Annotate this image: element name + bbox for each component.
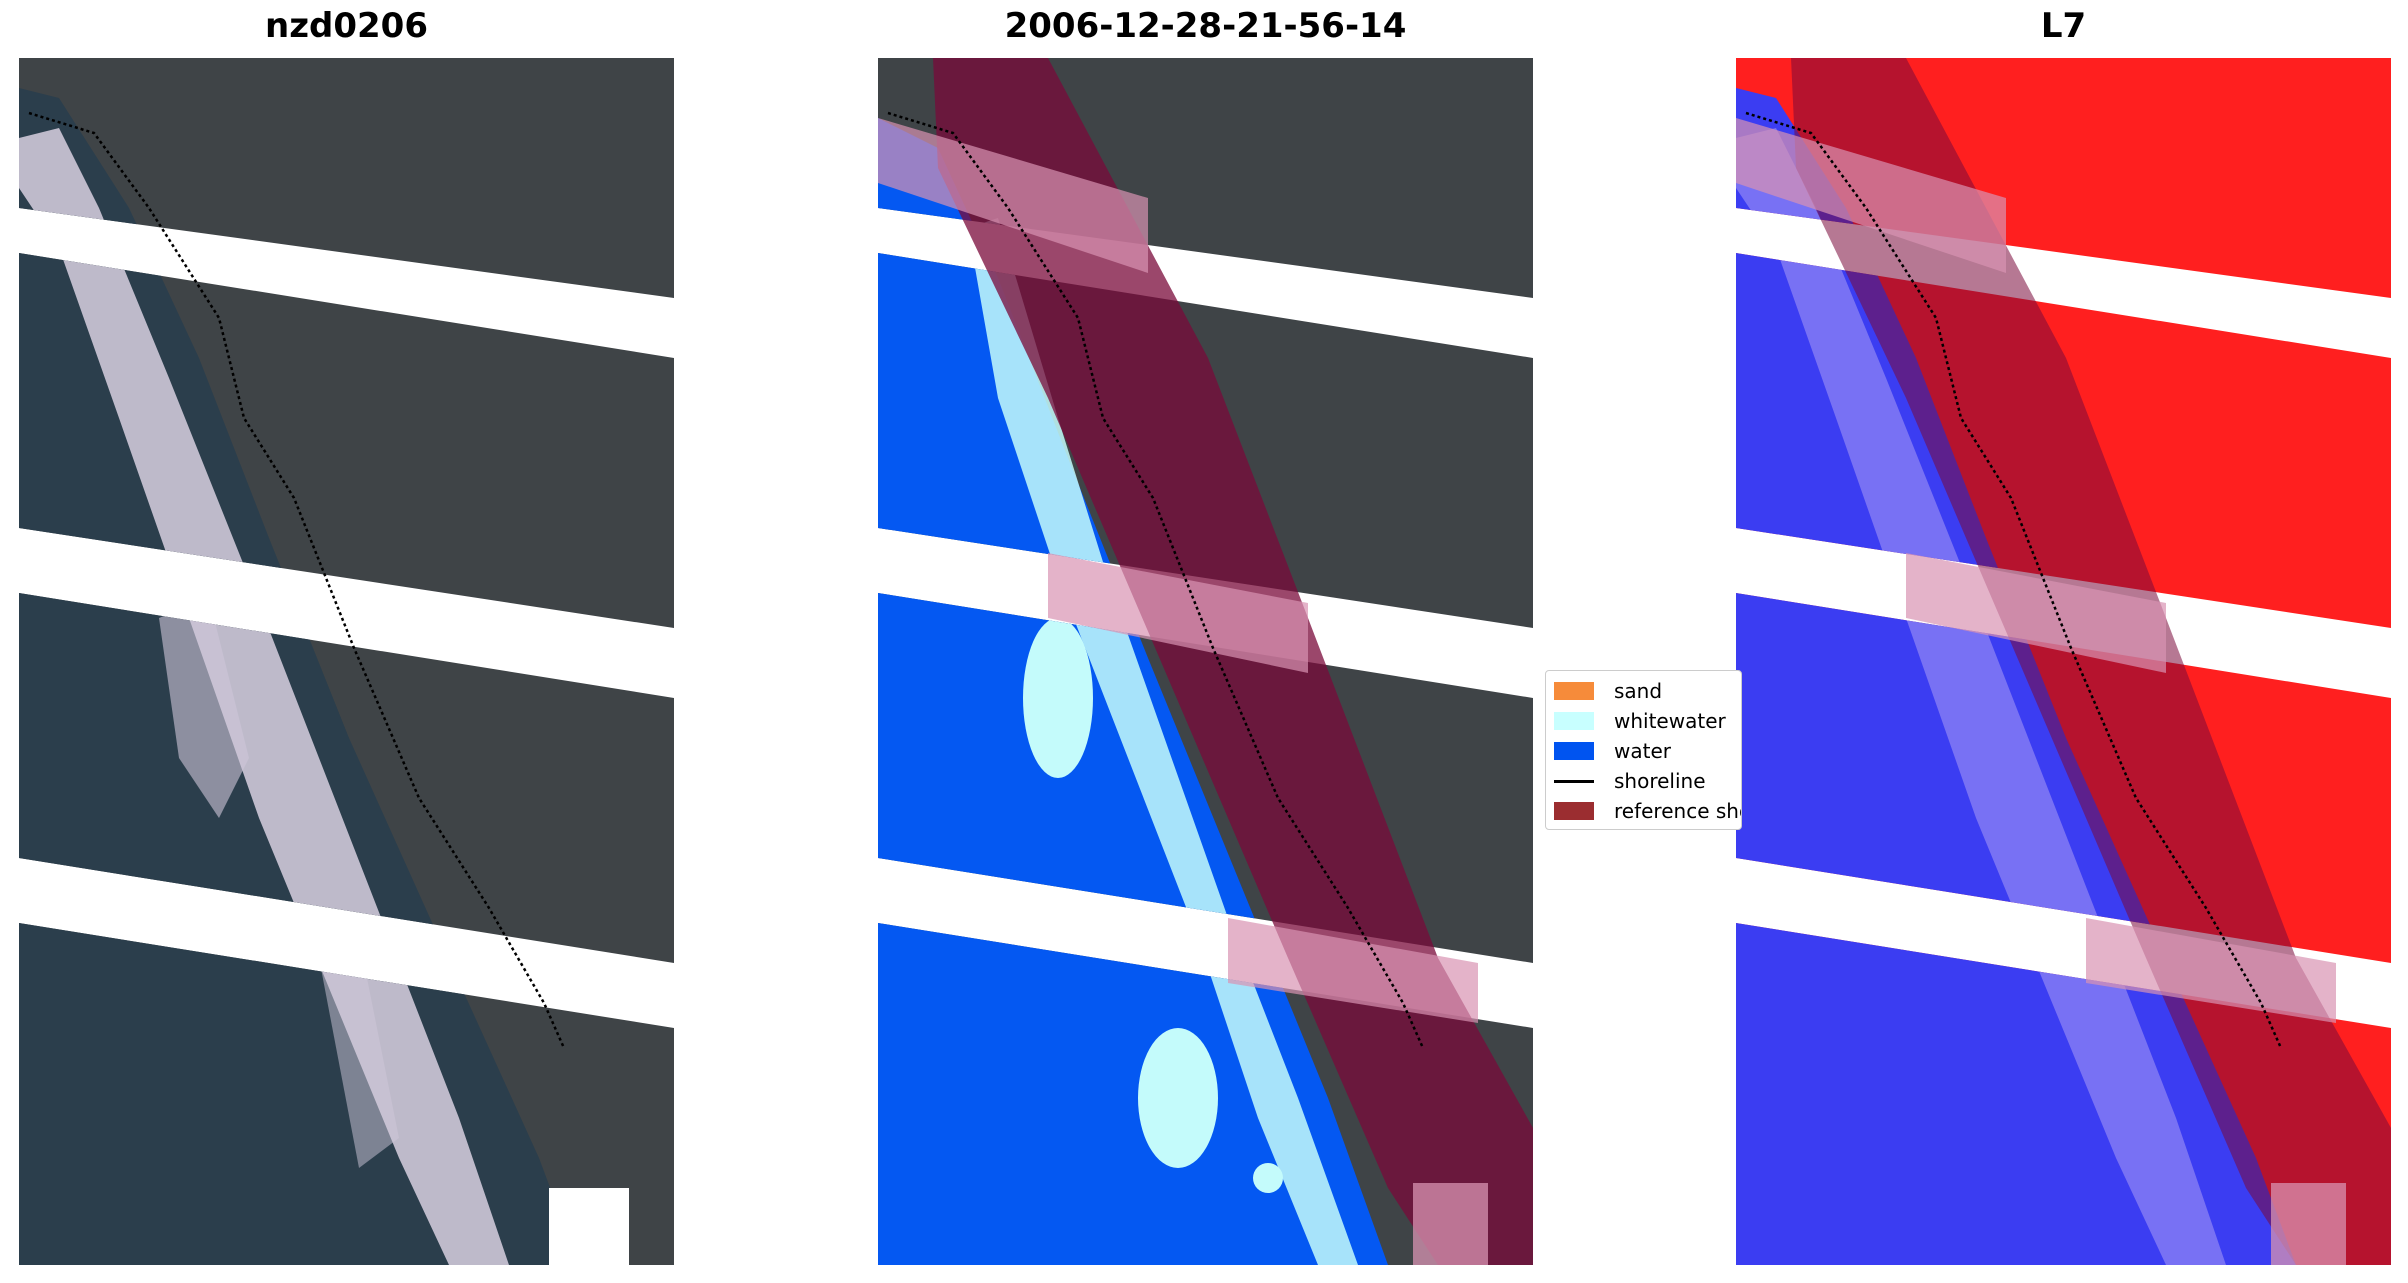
- panel-title-rgb: nzd0206: [265, 6, 428, 46]
- rgb-image: [19, 58, 674, 1265]
- shoreline-line-swatch: [1554, 779, 1594, 783]
- legend-label: whitewater: [1614, 709, 1726, 733]
- reference-buffer-swatch: [1554, 802, 1594, 820]
- legend-item-whitewater: whitewater: [1554, 709, 1726, 733]
- panel-title-index: L7: [2040, 6, 2087, 46]
- water-swatch: [1554, 742, 1594, 760]
- legend-item-sand: sand: [1554, 679, 1662, 703]
- legend-label: water: [1614, 739, 1671, 763]
- legend-item-shoreline: shoreline: [1554, 769, 1706, 793]
- legend-label: reference shoreline buffer: [1614, 799, 1741, 823]
- legend-label: shoreline: [1614, 769, 1706, 793]
- shoreline-line: [1745, 111, 2283, 1049]
- classification-panel: [878, 58, 1533, 1265]
- shoreline-line: [28, 111, 566, 1049]
- legend-item-water: water: [1554, 739, 1671, 763]
- classified-image: [878, 58, 1533, 1265]
- legend-label: sand: [1614, 679, 1663, 703]
- legend: sand whitewater water shoreline referenc…: [1545, 670, 1742, 830]
- index-image-panel: [1736, 58, 2391, 1265]
- legend-item-reference-buffer: reference shoreline buffer: [1554, 799, 1741, 823]
- sand-swatch: [1554, 682, 1594, 700]
- shoreline-line: [887, 111, 1425, 1049]
- panel-title-classification: 2006-12-28-21-56-14: [1004, 6, 1407, 46]
- whitewater-swatch: [1554, 712, 1594, 730]
- rgb-image-panel: [19, 58, 674, 1265]
